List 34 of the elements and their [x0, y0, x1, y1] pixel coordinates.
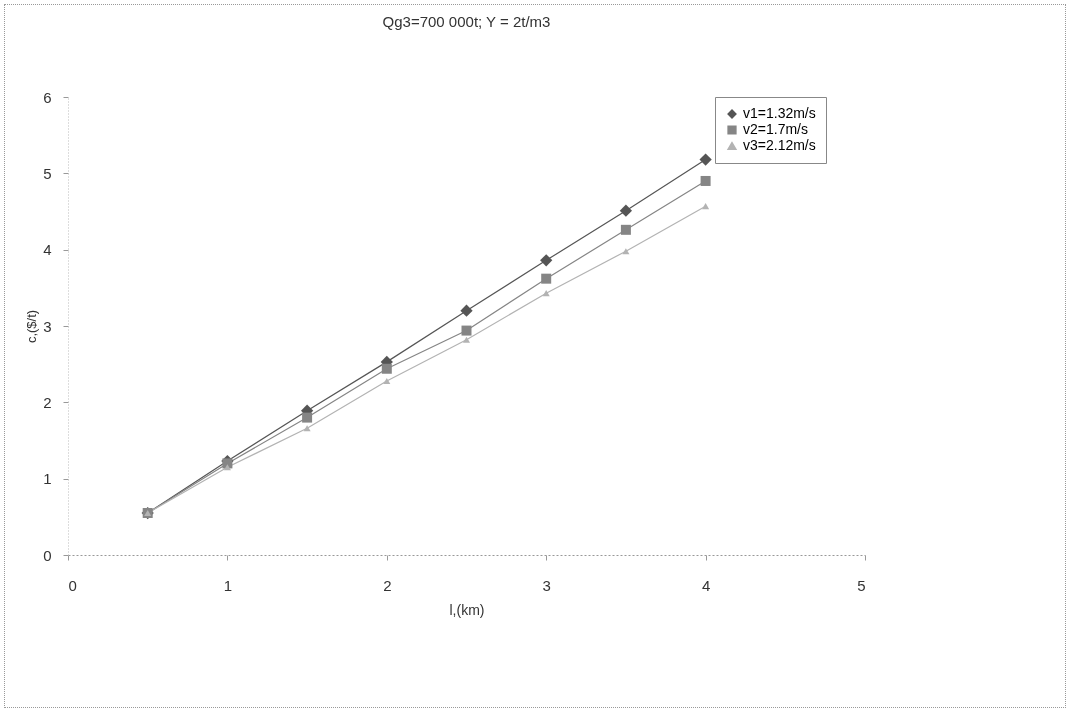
- point: [461, 325, 472, 336]
- x-tick-label: 1: [223, 576, 233, 594]
- point: [223, 464, 231, 471]
- point: [702, 203, 710, 210]
- point: [462, 336, 471, 343]
- point: [620, 224, 631, 235]
- point: [381, 363, 392, 374]
- point: [699, 153, 712, 166]
- point: [383, 377, 391, 385]
- y-tick-label: 6: [43, 88, 52, 106]
- chart-title: Qg3=700 000t; Y = 2t/m3: [382, 13, 551, 30]
- legend-label: v3=2.12m/s: [743, 137, 816, 153]
- point: [541, 273, 552, 284]
- x-tick-label: 5: [857, 576, 866, 594]
- x-tick-label: 0: [68, 576, 77, 594]
- x-tick-label: 4: [701, 576, 711, 594]
- point: [302, 412, 313, 423]
- point: [540, 254, 553, 267]
- legend-label: v2=1.7m/s: [743, 121, 808, 137]
- x-axis-title: l,(km): [449, 601, 485, 618]
- legend-label: v1=1.32m/s: [743, 105, 816, 121]
- y-tick-label: 5: [43, 164, 52, 182]
- y-tick-label: 0: [43, 546, 52, 564]
- point: [700, 175, 711, 186]
- y-tick-label: 1: [43, 470, 52, 488]
- y-axis-title: c,($/t): [24, 309, 40, 344]
- point: [542, 290, 550, 297]
- y-tick-label: 2: [43, 393, 52, 411]
- point: [619, 204, 633, 217]
- x-tick-label: 2: [383, 576, 392, 594]
- point: [460, 304, 473, 317]
- x-tick-label: 3: [542, 576, 551, 594]
- y-tick-label: 3: [43, 317, 52, 335]
- y-tick-label: 4: [43, 241, 52, 259]
